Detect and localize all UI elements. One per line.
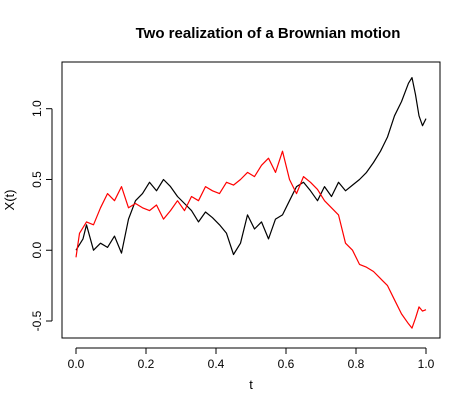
series-layer — [75, 76, 427, 329]
y-tick-label: -0.5 — [30, 310, 44, 331]
chart-title: Two realization of a Brownian motion — [136, 25, 401, 42]
x-axis-label: t — [249, 377, 253, 392]
series-line-1 — [75, 76, 427, 256]
y-tick-label: 0.5 — [30, 171, 44, 188]
x-tick-label: 0.4 — [208, 357, 225, 371]
y-tick-label: 0.0 — [30, 242, 44, 259]
series-line-2 — [75, 150, 427, 329]
x-tick-label: 0.6 — [278, 357, 295, 371]
y-axis-label: X(t) — [2, 190, 17, 211]
x-axis: 0.0 0.2 0.4 0.6 0.8 1.0 — [68, 347, 435, 371]
x-tick-label: 0.8 — [348, 357, 365, 371]
x-tick-label: 0.0 — [68, 357, 85, 371]
y-axis: -0.5 0.0 0.5 1.0 — [30, 100, 53, 331]
plot-area — [61, 61, 441, 339]
x-tick-label: 1.0 — [418, 357, 435, 371]
x-tick-label: 0.2 — [138, 357, 155, 371]
y-tick-label: 1.0 — [30, 100, 44, 117]
